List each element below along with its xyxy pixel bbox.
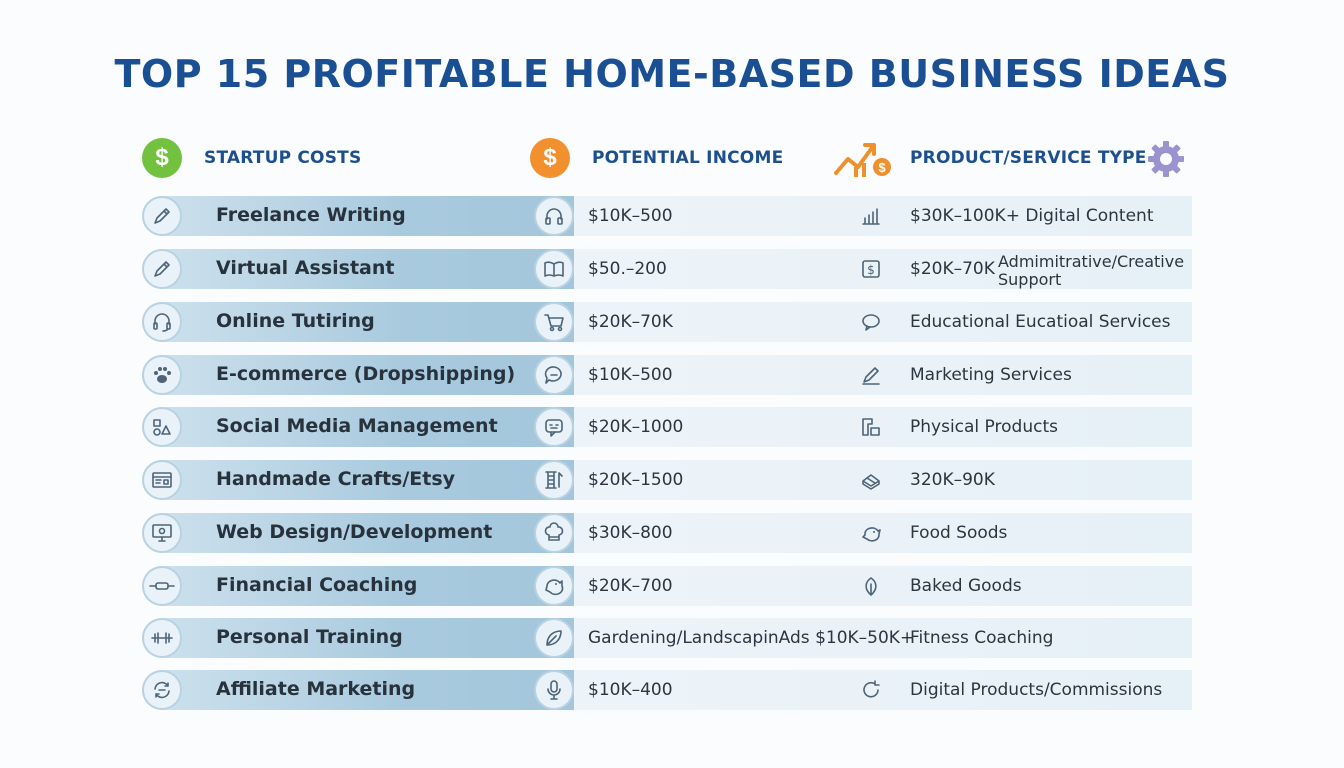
table-row[interactable]: Virtual Assistant $50.–200 $ $20K–70K Ad… [142, 249, 1192, 289]
refresh-icon [142, 670, 182, 710]
business-name: Financial Coaching [216, 574, 418, 596]
product-service-type: 320K–90K [910, 470, 995, 490]
blocks-icon [862, 418, 880, 436]
business-name: Affiliate Marketing [216, 678, 416, 700]
header-product-service-type: $ PRODUCT/SERVICE TYPE [834, 138, 1147, 178]
pencil-icon [142, 249, 182, 289]
product-service-type-detail: Admimitrative/Creative Support [998, 252, 1185, 289]
spool-icon [534, 460, 574, 500]
business-name: Virtual Assistant [216, 257, 395, 279]
table-row[interactable]: E-commerce (Dropshipping) $10K–500 Marke… [142, 355, 1192, 395]
monitor-icon [142, 513, 182, 553]
dollar-coin-icon: $ [142, 138, 182, 178]
refresh-icon [863, 680, 880, 698]
cart-icon [534, 302, 574, 342]
leaf-icon [534, 618, 574, 658]
potential-income: $30K–800 [588, 523, 673, 543]
product-service-type: Baked Goods [910, 576, 1022, 596]
page-title: TOP 15 PROFITABLE HOME-BASED BUSINESS ID… [114, 52, 1230, 96]
table-row[interactable]: Personal Training Gardening/LandscapinAd… [142, 618, 1192, 658]
cake-icon [862, 474, 880, 490]
headphones-icon [534, 196, 574, 236]
potential-income: $10K–400 [588, 680, 673, 700]
business-name: Social Media Management [216, 415, 498, 437]
potential-income: $20K–70K [588, 312, 673, 332]
rolling-pin-icon [142, 566, 182, 606]
table-row[interactable]: Financial Coaching $20K–700 Baked Goods [142, 566, 1192, 606]
leaf-icon [865, 577, 877, 596]
chef-hat-icon [534, 513, 574, 553]
header-label: STARTUP COSTS [204, 148, 362, 168]
pencil-icon [142, 196, 182, 236]
business-name: Web Design/Development [216, 521, 493, 543]
header-label: POTENTIAL INCOME [592, 148, 784, 168]
header-potential-income: $ POTENTIAL INCOME [530, 138, 783, 178]
product-service-type: Digital Products/Commissions [910, 680, 1163, 700]
svg-text:$: $ [878, 160, 886, 175]
product-service-type: Fitness Coaching [910, 628, 1054, 648]
product-service-type: Marketing Services [910, 365, 1072, 385]
shapes-icon [142, 407, 182, 447]
business-name: Online Tutiring [216, 310, 375, 332]
product-service-type: Educational Eucatioal Services [910, 312, 1171, 332]
growth-chart-icon: $ [834, 143, 891, 177]
business-name: Freelance Writing [216, 204, 406, 226]
header-startup-costs: $ STARTUP COSTS [142, 138, 361, 178]
pen-icon [862, 367, 880, 385]
product-service-type: $30K–100K+ Digital Content [910, 206, 1154, 226]
chat-icon [862, 314, 880, 331]
dollar-coin-icon: $ [530, 138, 570, 178]
piggy-bank-icon [862, 527, 881, 542]
piggy-bank-icon [534, 566, 574, 606]
table-row[interactable]: Social Media Management $20K–1000 Physic… [142, 407, 1192, 447]
headset-icon [142, 302, 182, 342]
business-name: Personal Training [216, 626, 403, 648]
product-service-type: Food Soods [910, 523, 1008, 543]
browser-icon [142, 460, 182, 500]
table-row[interactable]: Freelance Writing $10K–500 $30K–100K+ Di… [142, 196, 1192, 236]
potential-income: $10K–500 [588, 206, 673, 226]
header-label: PRODUCT/SERVICE TYPE [910, 148, 1147, 168]
svg-text:$: $ [867, 263, 875, 277]
potential-income: $20K–700 [588, 576, 673, 596]
dumbbell-icon [142, 618, 182, 658]
speech-bubble-icon [534, 355, 574, 395]
potential-income: $10K–500 [588, 365, 673, 385]
business-name: E-commerce (Dropshipping) [216, 363, 516, 385]
product-service-type: Physical Products [910, 417, 1058, 437]
microphone-icon [534, 670, 574, 710]
potential-income: $20K–1500 [588, 470, 684, 490]
chat-box-icon [534, 407, 574, 447]
potential-income: Gardening/LandscapinAds $10K–50K+ [588, 628, 915, 648]
paw-icon [142, 355, 182, 395]
table-row[interactable]: Handmade Crafts/Etsy $20K–1500 320K–90K [142, 460, 1192, 500]
gear-icon [1148, 141, 1184, 177]
dollar-box-icon: $ [862, 260, 880, 278]
business-name: Handmade Crafts/Etsy [216, 468, 456, 490]
table-row[interactable]: Web Design/Development $30K–800 Food Soo… [142, 513, 1192, 553]
table-row[interactable]: Online Tutiring $20K–70K Educational Euc… [142, 302, 1192, 342]
table-row[interactable]: Affiliate Marketing $10K–400 Digital Pro… [142, 670, 1192, 710]
potential-income: $50.–200 [588, 259, 667, 279]
bar-chart-icon [862, 208, 880, 225]
book-icon [534, 249, 574, 289]
potential-income: $20K–1000 [588, 417, 684, 437]
product-service-type: $20K–70K [910, 259, 995, 279]
